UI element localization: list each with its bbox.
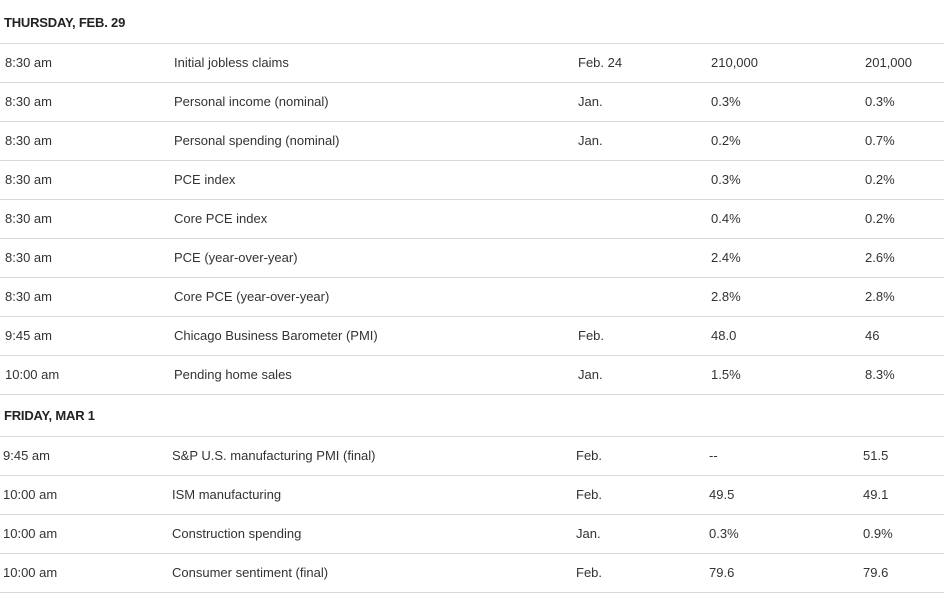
forecast-cell: 0.2% (711, 133, 741, 148)
period-cell: Feb. (578, 328, 605, 343)
time-cell: 8:30 am (5, 94, 52, 109)
event-cell: PCE index (174, 172, 236, 187)
previous-cell: 0.9% (863, 526, 893, 541)
previous-cell: 8.3% (865, 367, 895, 382)
period-cell: Feb. (576, 448, 603, 463)
table-row: 9:45 am S&P U.S. manufacturing PMI (final… (0, 437, 944, 476)
period-cell: Jan. (578, 367, 603, 382)
time-cell: 9:45 am (5, 328, 52, 343)
time-cell: 8:30 am (5, 211, 52, 226)
forecast-cell: 0.4% (711, 211, 741, 226)
forecast-cell: 0.3% (711, 94, 741, 109)
forecast-cell: 49.5 (709, 487, 735, 502)
forecast-cell: 1.5% (711, 367, 741, 382)
table-row: 8:30 am Core PCE index 0.4% 0.2% (0, 200, 944, 239)
previous-cell: 0.7% (865, 133, 895, 148)
event-cell: Consumer sentiment (final) (172, 565, 329, 580)
period-cell: Feb. (576, 565, 603, 580)
event-cell: S&P U.S. manufacturing PMI (final) (172, 448, 376, 463)
previous-cell: 2.8% (865, 289, 895, 304)
forecast-cell: 210,000 (711, 55, 758, 70)
time-cell: 10:00 am (3, 526, 58, 541)
event-cell: Pending home sales (174, 367, 292, 382)
previous-cell: 201,000 (865, 55, 912, 70)
event-rows: 9:45 am S&P U.S. manufacturing PMI (final… (0, 437, 944, 593)
time-cell: 10:00 am (3, 487, 58, 502)
previous-cell: 2.6% (865, 250, 895, 265)
time-cell: 8:30 am (5, 133, 52, 148)
period-cell: Jan. (578, 133, 603, 148)
event-cell: Construction spending (172, 526, 302, 541)
event-cell: Personal spending (nominal) (174, 133, 340, 148)
time-cell: 8:30 am (5, 172, 52, 187)
table-row: 8:30 am Personal income (nominal) Jan. 0.3%… (0, 83, 944, 122)
day-section-thursday: THURSDAY, FEB. 29 8:30 am Initial jobless… (0, 2, 944, 395)
previous-cell: 51.5 (863, 448, 889, 463)
time-cell: 10:00 am (5, 367, 60, 382)
previous-cell: 0.2% (865, 211, 895, 226)
forecast-cell: 48.0 (711, 328, 737, 343)
event-cell: Core PCE index (174, 211, 268, 226)
event-cell: Core PCE (year-over-year) (174, 289, 330, 304)
time-cell: 9:45 am (3, 448, 50, 463)
period-cell: Feb. (576, 487, 603, 502)
table-row: 9:45 am Chicago Business Barometer (PMI) F… (0, 317, 944, 356)
event-cell: Personal income (nominal) (174, 94, 329, 109)
day-header: THURSDAY, FEB. 29 (0, 2, 944, 44)
table-row: 8:30 am Core PCE (year-over-year) 2.8% 2.8% (0, 278, 944, 317)
previous-cell: 0.2% (865, 172, 895, 187)
table-row: 8:30 am Initial jobless claims Feb. 24 210,… (0, 44, 944, 83)
time-cell: 8:30 am (5, 250, 52, 265)
forecast-cell: -- (709, 448, 718, 463)
table-row: 8:30 am PCE index 0.3% 0.2% (0, 161, 944, 200)
time-cell: 8:30 am (5, 289, 52, 304)
forecast-cell: 0.3% (711, 172, 741, 187)
event-cell: Chicago Business Barometer (PMI) (174, 328, 378, 343)
previous-cell: 46 (865, 328, 880, 343)
previous-cell: 0.3% (865, 94, 895, 109)
forecast-cell: 79.6 (709, 565, 735, 580)
table-row: 10:00 am Construction spending Jan. 0.3% 0.9… (0, 515, 944, 554)
event-cell: Initial jobless claims (174, 55, 289, 70)
previous-cell: 79.6 (863, 565, 889, 580)
event-rows: 8:30 am Initial jobless claims Feb. 24 210,… (0, 44, 944, 395)
event-cell: PCE (year-over-year) (174, 250, 298, 265)
day-header: FRIDAY, MAR 1 (0, 395, 944, 437)
previous-cell: 49.1 (863, 487, 889, 502)
table-row: 10:00 am Consumer sentiment (final) Feb. 79… (0, 554, 944, 593)
period-cell: Jan. (576, 526, 601, 541)
period-cell: Jan. (578, 94, 603, 109)
time-cell: 10:00 am (3, 565, 58, 580)
time-cell: 8:30 am (5, 55, 52, 70)
forecast-cell: 0.3% (709, 526, 739, 541)
day-section-friday: FRIDAY, MAR 1 9:45 am S&P U.S. manufactur… (0, 395, 944, 593)
forecast-cell: 2.4% (711, 250, 741, 265)
table-row: 8:30 am Personal spending (nominal) Jan. 0.… (0, 122, 944, 161)
period-cell: Feb. 24 (578, 55, 623, 70)
table-row: 10:00 am Pending home sales Jan. 1.5% 8.3% (0, 356, 944, 395)
table-row: 8:30 am PCE (year-over-year) 2.4% 2.6% (0, 239, 944, 278)
table-row: 10:00 am ISM manufacturing Feb. 49.5 49.1 (0, 476, 944, 515)
forecast-cell: 2.8% (711, 289, 741, 304)
event-cell: ISM manufacturing (172, 487, 282, 502)
